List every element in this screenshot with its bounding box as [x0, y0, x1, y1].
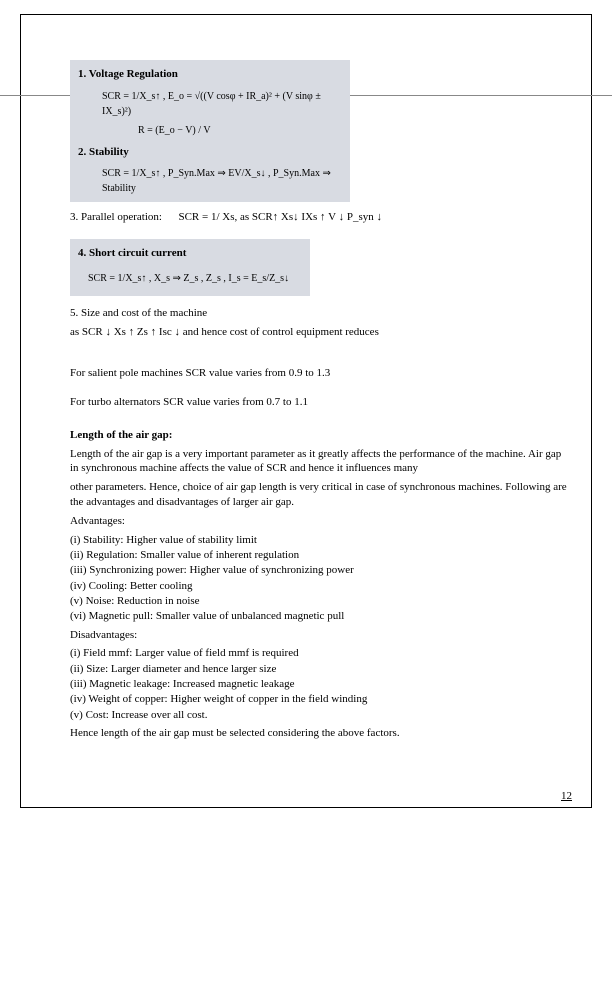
adv-heading: Advantages:	[70, 514, 570, 529]
page-content: 1. Voltage Regulation SCR = 1/X_s↑ , E_o…	[70, 60, 570, 745]
sec1-title: 1. Voltage Regulation	[78, 66, 342, 83]
section-4-box: 4. Short circuit current SCR = 1/X_s↑ , …	[70, 239, 310, 297]
sec3: 3. Parallel operation: SCR = 1/ Xs, as S…	[70, 210, 570, 225]
sec5-title: 5. Size and cost of the machine	[70, 306, 570, 321]
sec4-eq: SCR = 1/X_s↑ , X_s ⇒ Z_s , Z_s , I_s = E…	[88, 271, 302, 286]
dis-item: (iii) Magnetic leakage: Increased magnet…	[70, 677, 570, 691]
adv-item: (iv) Cooling: Better cooling	[70, 579, 570, 593]
sec2-title: 2. Stability	[78, 144, 342, 161]
airgap-p1: Length of the air gap is a very importan…	[70, 447, 570, 477]
turbo-line: For turbo alternators SCR value varies f…	[70, 395, 570, 410]
adv-item: (i) Stability: Higher value of stability…	[70, 533, 570, 547]
dis-heading: Disadvantages:	[70, 628, 570, 643]
airgap-conclusion: Hence length of the air gap must be sele…	[70, 726, 570, 741]
sec4-title: 4. Short circuit current	[78, 245, 302, 262]
sec5-line: as SCR ↓ Xs ↑ Zs ↑ Isc ↓ and hence cost …	[70, 325, 570, 340]
dis-item: (v) Cost: Increase over all cost.	[70, 708, 570, 722]
salient-line: For salient pole machines SCR value vari…	[70, 366, 570, 381]
sec1-eq2: R = (E_o − V) / V	[138, 123, 342, 138]
dis-item: (iv) Weight of copper: Higher weight of …	[70, 692, 570, 706]
sec1-eq1: SCR = 1/X_s↑ , E_o = √((V cosφ + IR_a)² …	[102, 89, 342, 119]
sec2-eq: SCR = 1/X_s↑ , P_Syn.Max ⇒ EV/X_s↓ , P_S…	[102, 166, 342, 196]
adv-item: (iii) Synchronizing power: Higher value …	[70, 563, 570, 577]
sec3-title: 3. Parallel operation:	[70, 211, 162, 223]
adv-item: (vi) Magnetic pull: Smaller value of unb…	[70, 609, 570, 623]
adv-item: (v) Noise: Reduction in noise	[70, 594, 570, 608]
dis-item: (i) Field mmf: Larger value of field mmf…	[70, 646, 570, 660]
section-1-box: 1. Voltage Regulation SCR = 1/X_s↑ , E_o…	[70, 60, 350, 202]
adv-item: (ii) Regulation: Smaller value of inhere…	[70, 548, 570, 562]
airgap-heading: Length of the air gap:	[70, 428, 570, 443]
page-number: 12	[561, 790, 572, 802]
airgap-p2: other parameters. Hence, choice of air g…	[70, 480, 570, 510]
sec3-eq: SCR = 1/ Xs, as SCR↑ Xs↓ IXs ↑ V ↓ P_syn…	[178, 211, 382, 223]
dis-item: (ii) Size: Larger diameter and hence lar…	[70, 662, 570, 676]
